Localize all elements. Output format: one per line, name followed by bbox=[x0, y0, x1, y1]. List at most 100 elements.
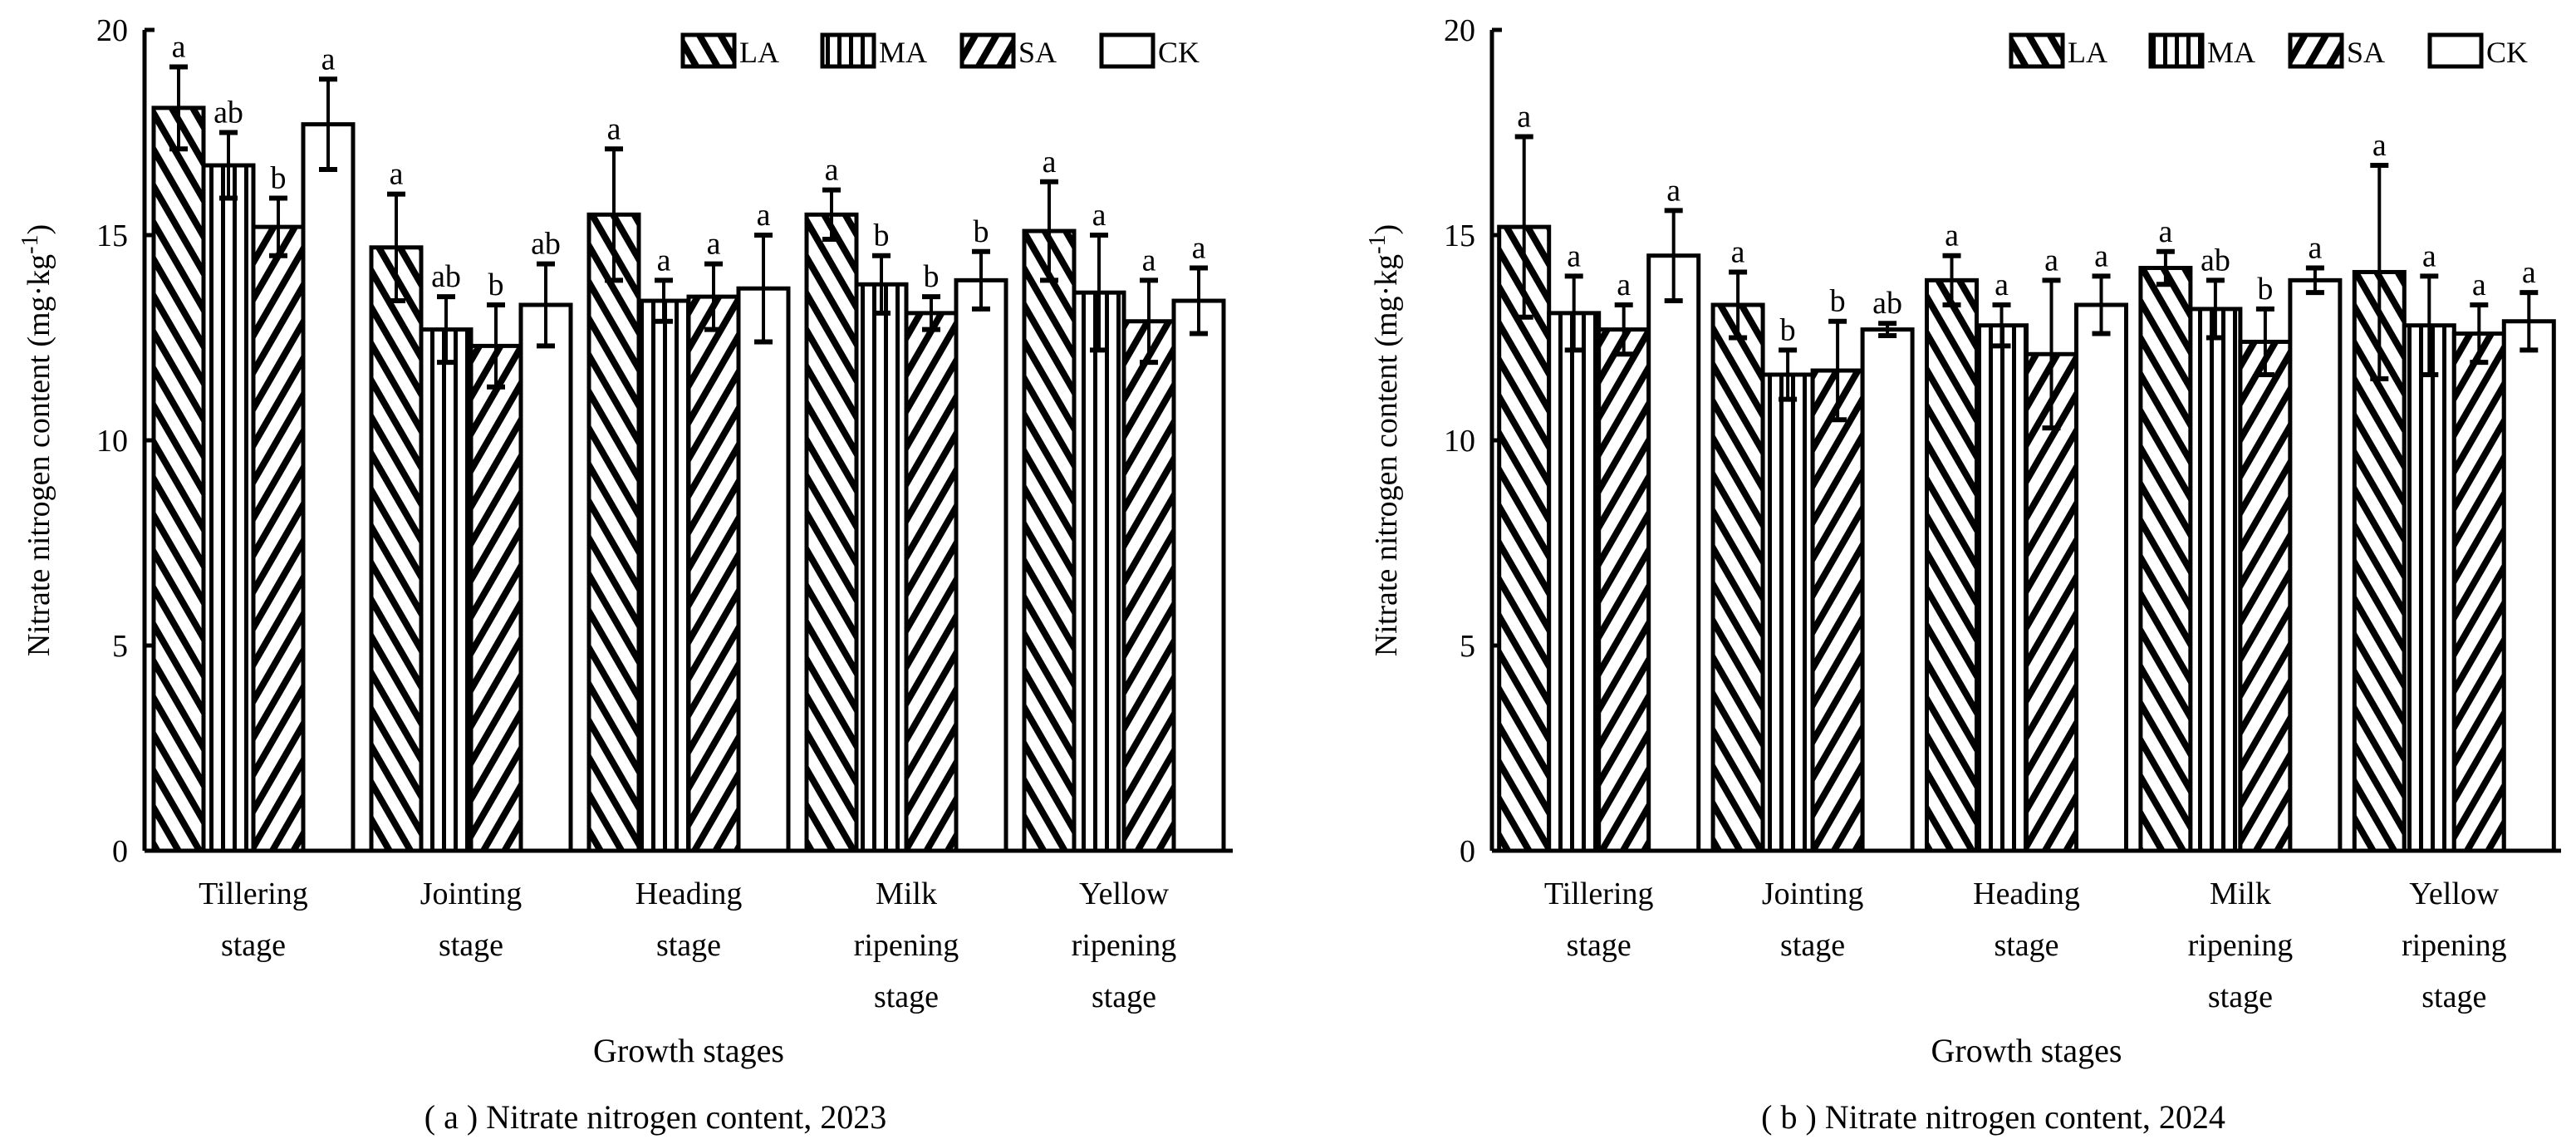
bar-sa bbox=[686, 294, 741, 853]
bar-sa bbox=[469, 343, 523, 853]
bar-la bbox=[369, 245, 424, 853]
x-tick-label: Jointing bbox=[1762, 876, 1863, 911]
legend-swatch-sa bbox=[2288, 32, 2344, 69]
bar-ma bbox=[2402, 323, 2456, 853]
bar-ck bbox=[1171, 298, 1226, 853]
significance-letter: a bbox=[1567, 238, 1581, 273]
significance-letter: b bbox=[874, 218, 890, 253]
legend-label-ma: MA bbox=[879, 36, 927, 69]
significance-letter: a bbox=[707, 227, 721, 262]
bar-ck bbox=[736, 286, 791, 853]
significance-letter: b bbox=[271, 161, 287, 196]
significance-letter: ab bbox=[213, 96, 243, 130]
significance-letter: a bbox=[1666, 173, 1681, 208]
significance-letter: a bbox=[657, 243, 671, 277]
legend-label-ck: CK bbox=[2486, 36, 2528, 69]
bar-ma bbox=[419, 327, 473, 853]
y-axis-label: Nitrate nitrogen content (mg·kg-1) bbox=[1365, 224, 1404, 656]
legend-swatch-ck bbox=[1099, 32, 1156, 69]
significance-letter: a bbox=[2422, 238, 2436, 273]
x-tick-label: stage bbox=[1780, 928, 1845, 963]
legend-swatch-ma bbox=[820, 32, 876, 69]
significance-letter: a bbox=[2308, 231, 2322, 266]
chart-panel-b: 0 5 10 15 20 Nitrate nitrogen content (mg·kg-… bbox=[1365, 13, 2561, 1136]
panel-caption: ( a ) Nitrate nitrogen content, 2023 bbox=[424, 1098, 886, 1136]
significance-letter: ab bbox=[531, 227, 561, 262]
legend-label-sa: SA bbox=[2347, 36, 2385, 69]
bar-ma bbox=[2188, 307, 2243, 853]
significance-letter: b bbox=[974, 214, 989, 249]
bar-sa bbox=[904, 311, 959, 853]
bar-sa bbox=[251, 224, 306, 853]
bar-la bbox=[1022, 228, 1077, 853]
bar-la bbox=[1497, 224, 1552, 853]
chart-panel-a: 0 5 10 15 20 Nitrate nitrogen content (mg·kg-… bbox=[17, 13, 1233, 1136]
y-tick-label: 20 bbox=[1444, 13, 1475, 48]
significance-letter: b bbox=[488, 268, 504, 302]
significance-letter: a bbox=[1142, 243, 1156, 277]
bar-ck bbox=[518, 302, 573, 853]
x-tick-label: stage bbox=[1092, 980, 1156, 1014]
significance-letter: b bbox=[1780, 312, 1796, 347]
x-tick-label: Tillering bbox=[199, 876, 308, 911]
x-tick-label: stage bbox=[2208, 980, 2273, 1014]
bar-la bbox=[586, 212, 641, 853]
bar-sa bbox=[2451, 331, 2506, 853]
x-tick-label: stage bbox=[656, 928, 721, 963]
bar-sa bbox=[1121, 319, 1176, 853]
bar-la bbox=[804, 212, 859, 853]
x-tick-label: stage bbox=[1567, 928, 1631, 963]
legend-label-sa: SA bbox=[1018, 36, 1057, 69]
y-tick-label: 20 bbox=[96, 13, 128, 48]
significance-letter: a bbox=[2522, 255, 2536, 290]
y-tick-label: 15 bbox=[1444, 218, 1475, 253]
bar-ma bbox=[1760, 372, 1815, 853]
x-tick-label: Milk bbox=[876, 876, 937, 911]
bar-sa bbox=[2238, 339, 2293, 853]
significance-letter: a bbox=[1517, 99, 1531, 134]
x-tick-label: stage bbox=[874, 980, 939, 1014]
bar-ma bbox=[1547, 311, 1602, 853]
significance-letter: b bbox=[1830, 284, 1846, 319]
bar-ck bbox=[2288, 277, 2343, 853]
x-tick-label: Milk bbox=[2210, 876, 2271, 911]
x-tick-label: Yellow bbox=[1079, 876, 1170, 911]
y-tick-label: 5 bbox=[1460, 629, 1475, 664]
significance-letter: a bbox=[2094, 238, 2108, 273]
significance-letter: a bbox=[607, 111, 621, 146]
significance-letter: a bbox=[172, 29, 186, 64]
y-tick-label: 0 bbox=[112, 834, 128, 869]
x-tick-label: Heading bbox=[1973, 876, 2080, 911]
x-tick-label: ripening bbox=[2402, 928, 2507, 963]
legend-swatch-sa bbox=[959, 32, 1016, 69]
bar-sa bbox=[1597, 327, 1651, 853]
x-axis-label: Growth stages bbox=[593, 1032, 784, 1069]
significance-letter: a bbox=[757, 198, 771, 233]
significance-letter: ab bbox=[431, 259, 461, 294]
x-tick-label: ripening bbox=[1072, 928, 1177, 963]
x-tick-label: stage bbox=[2421, 980, 2486, 1014]
bar-ck bbox=[1646, 253, 1701, 853]
significance-letter: a bbox=[2472, 268, 2486, 302]
legend-label-ma: MA bbox=[2207, 36, 2255, 69]
significance-letter: a bbox=[1617, 268, 1631, 302]
bar-ck bbox=[954, 277, 1008, 853]
legend-label-la: LA bbox=[2068, 36, 2107, 69]
y-tick-label: 15 bbox=[96, 218, 128, 253]
y-tick-label: 10 bbox=[96, 424, 128, 459]
legend-label-la: LA bbox=[739, 36, 779, 69]
legend-swatch-la bbox=[2009, 32, 2065, 69]
significance-letter: a bbox=[1092, 198, 1106, 233]
significance-letter: a bbox=[390, 157, 404, 192]
significance-letter: a bbox=[1043, 145, 1057, 179]
x-tick-label: stage bbox=[439, 928, 503, 963]
x-tick-label: Heading bbox=[635, 876, 743, 911]
significance-letter: a bbox=[321, 42, 336, 76]
y-tick-label: 0 bbox=[1460, 834, 1475, 869]
significance-letter: ab bbox=[2201, 243, 2230, 277]
significance-letter: a bbox=[1192, 231, 1206, 266]
bar-ma bbox=[636, 298, 691, 853]
bar-ma bbox=[1072, 290, 1126, 853]
legend-swatch-la bbox=[680, 32, 737, 69]
